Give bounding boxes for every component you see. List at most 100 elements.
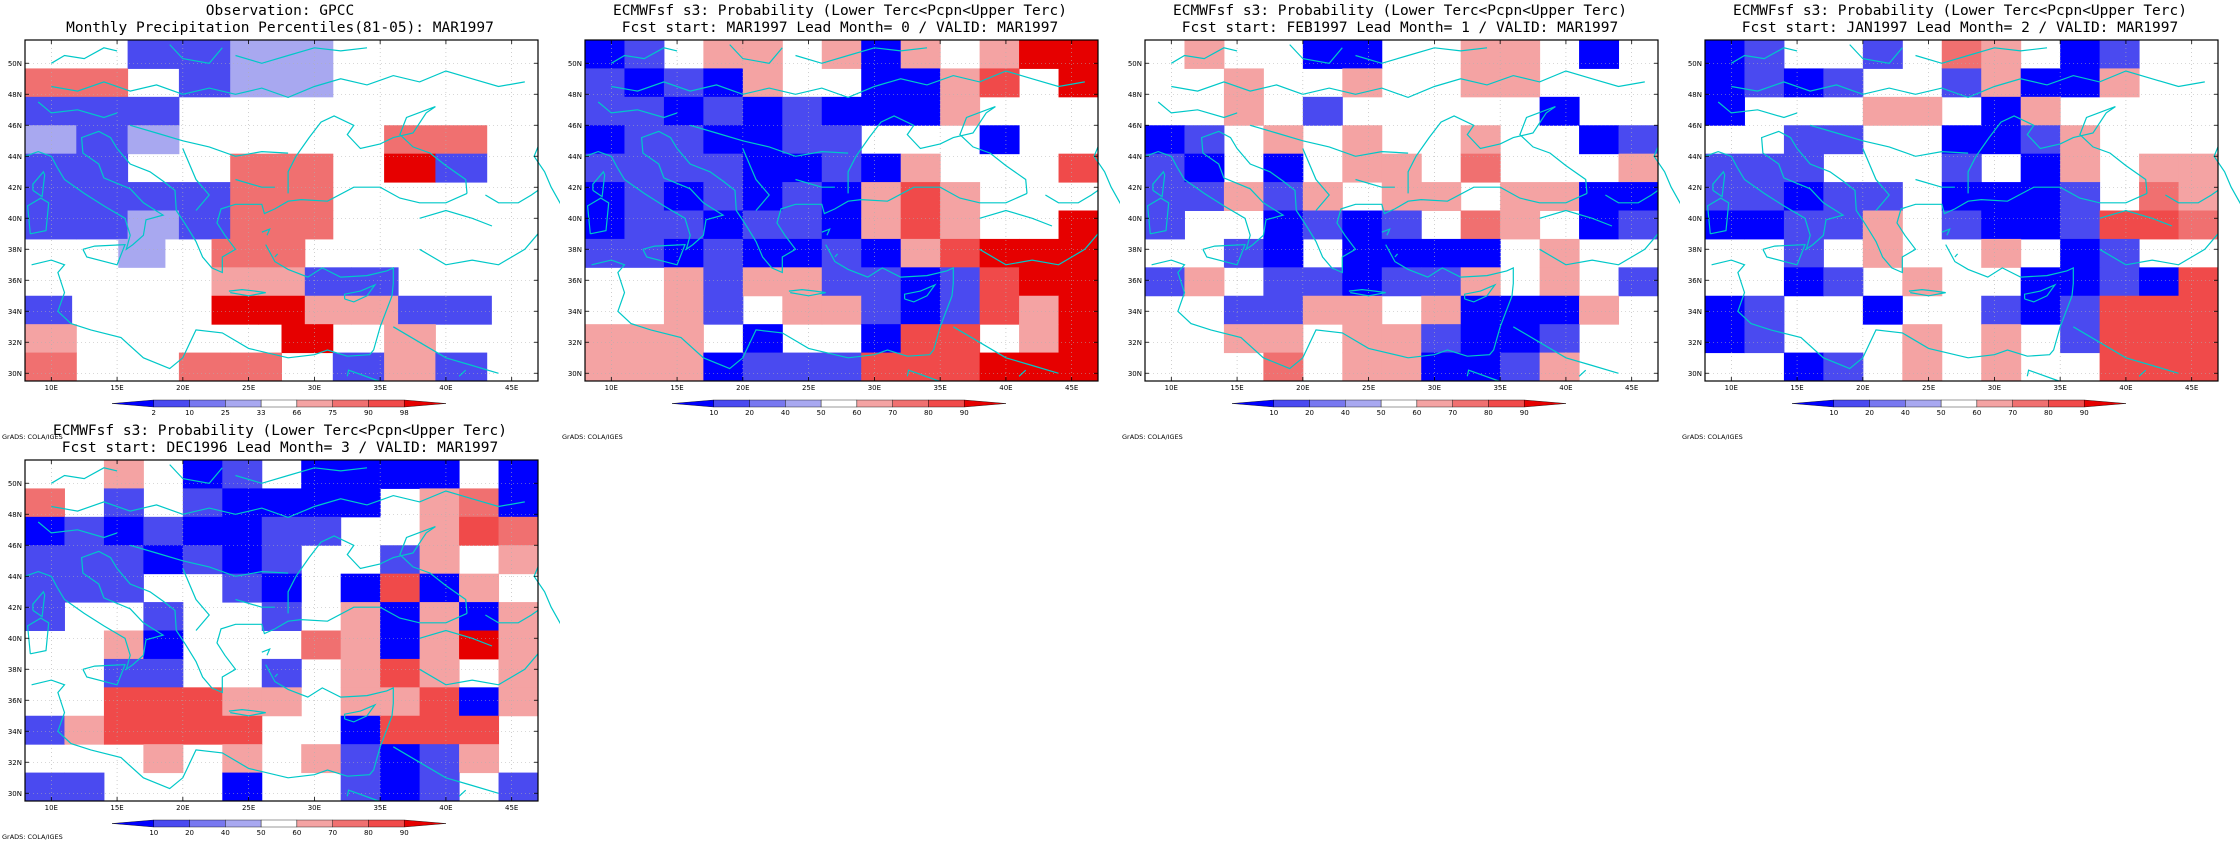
lat-label: 46N bbox=[1128, 122, 1142, 130]
coastline bbox=[1717, 101, 1798, 119]
coastline bbox=[1711, 244, 2074, 370]
precip-cell bbox=[1302, 182, 1343, 211]
precip-cell bbox=[2178, 153, 2219, 183]
precip-cell bbox=[1145, 182, 1185, 211]
precip-cell bbox=[419, 573, 460, 603]
precip-cell bbox=[1421, 238, 1462, 268]
colorbar-label: 25 bbox=[221, 409, 230, 417]
precip-cell bbox=[1705, 40, 1745, 69]
colorbar-label: 80 bbox=[364, 829, 373, 837]
coastline bbox=[235, 47, 368, 64]
lat-label: 36N bbox=[1688, 277, 1702, 285]
precip-cell bbox=[384, 324, 436, 354]
axis-labels: 50N 48N 46N 44N 42N 40N 38N 36N 34N 32N 30N 10E 15E 2… bbox=[1688, 40, 2218, 392]
precip-cell bbox=[380, 573, 421, 603]
colorbar-segment bbox=[1309, 399, 1346, 408]
precip-cell bbox=[261, 658, 302, 688]
panel-title: ECMWFsf s3: Probability (Lower Terc<Pcpn… bbox=[1733, 3, 2187, 19]
lon-label: 15E bbox=[1790, 384, 1803, 392]
precip-cell bbox=[1981, 68, 2022, 98]
precip-cell bbox=[703, 96, 744, 126]
colorbar-segment bbox=[964, 399, 1007, 408]
lat-label: 32N bbox=[8, 339, 22, 347]
lat-label: 44N bbox=[1688, 153, 1702, 161]
coastline bbox=[1862, 148, 1890, 211]
lon-label: 15E bbox=[670, 384, 683, 392]
precip-cells bbox=[1705, 40, 2219, 382]
precip-cell bbox=[419, 715, 460, 745]
precip-cell bbox=[861, 324, 902, 354]
lon-label: 30E bbox=[1428, 384, 1441, 392]
precip-cell bbox=[1058, 324, 1099, 354]
precip-cell bbox=[340, 658, 381, 688]
precip-cell bbox=[861, 182, 902, 211]
precip-cell bbox=[1460, 352, 1501, 382]
precip-cell bbox=[1862, 96, 1903, 126]
precip-cell bbox=[127, 125, 180, 155]
coastline bbox=[419, 629, 493, 647]
precip-cells bbox=[25, 460, 539, 802]
precip-cell bbox=[182, 687, 223, 717]
precip-cell bbox=[1145, 125, 1185, 155]
lat-label: 40N bbox=[8, 635, 22, 643]
lon-label: 15E bbox=[110, 384, 123, 392]
coastline bbox=[584, 130, 1028, 274]
precip-cell bbox=[25, 125, 77, 155]
precip-cell bbox=[979, 267, 1020, 297]
precip-cell bbox=[459, 687, 500, 717]
precip-cell bbox=[624, 210, 665, 240]
precip-cell bbox=[25, 68, 77, 98]
coastline bbox=[1355, 47, 1488, 64]
precip-cell bbox=[230, 153, 282, 183]
coastline bbox=[31, 664, 394, 790]
precip-cell bbox=[900, 267, 941, 297]
panel-subtitle: Fcst start: JAN1997 Lead Month= 2 / VALI… bbox=[1741, 20, 2179, 36]
precip-cell bbox=[258, 238, 306, 268]
colorbar-segment bbox=[111, 819, 154, 828]
lon-label: 10E bbox=[45, 384, 58, 392]
precip-cell bbox=[940, 238, 981, 268]
map-frame bbox=[24, 459, 539, 802]
coastline bbox=[1157, 101, 1238, 119]
coastline bbox=[51, 501, 184, 515]
precip-cell bbox=[585, 68, 625, 98]
coastline bbox=[1355, 178, 1395, 188]
colorbar-segment bbox=[260, 399, 298, 408]
precip-cell bbox=[2099, 40, 2140, 69]
lat-label: 50N bbox=[8, 60, 22, 68]
precip-cell bbox=[1823, 125, 1864, 155]
precip-cell bbox=[1823, 352, 1864, 382]
colorbar-label: 20 bbox=[745, 409, 754, 417]
map-frame bbox=[1704, 39, 2219, 382]
precip-cell bbox=[2178, 352, 2219, 382]
precip-cell bbox=[143, 715, 184, 745]
coastline bbox=[261, 648, 271, 656]
coastline bbox=[182, 70, 525, 99]
precip-cell bbox=[742, 238, 783, 268]
colorbar-segment bbox=[153, 399, 190, 408]
coastline bbox=[1849, 44, 1903, 64]
precip-cell bbox=[703, 267, 744, 297]
lon-label: 20E bbox=[176, 384, 189, 392]
precip-cell bbox=[25, 545, 65, 575]
lon-label: 25E bbox=[242, 384, 255, 392]
precip-cell bbox=[281, 210, 334, 240]
precip-cell bbox=[1579, 210, 1620, 240]
colorbar-label: 40 bbox=[781, 409, 790, 417]
precip-cell bbox=[624, 40, 665, 69]
precip-cell bbox=[304, 295, 352, 325]
coastlines bbox=[1704, 44, 2240, 382]
precip-cell bbox=[25, 182, 77, 211]
coastline bbox=[235, 178, 275, 188]
precip-cell bbox=[1618, 210, 1659, 240]
colorbar-segment bbox=[856, 399, 893, 408]
precip-cell bbox=[419, 630, 460, 660]
precip-cell bbox=[940, 182, 981, 211]
precip-cell bbox=[1184, 153, 1225, 183]
lat-label: 40N bbox=[568, 215, 582, 223]
precip-cell bbox=[742, 182, 783, 211]
precip-cell bbox=[900, 96, 941, 126]
coastline bbox=[228, 288, 266, 297]
precip-cell bbox=[340, 715, 381, 745]
precip-cell bbox=[1058, 210, 1099, 240]
